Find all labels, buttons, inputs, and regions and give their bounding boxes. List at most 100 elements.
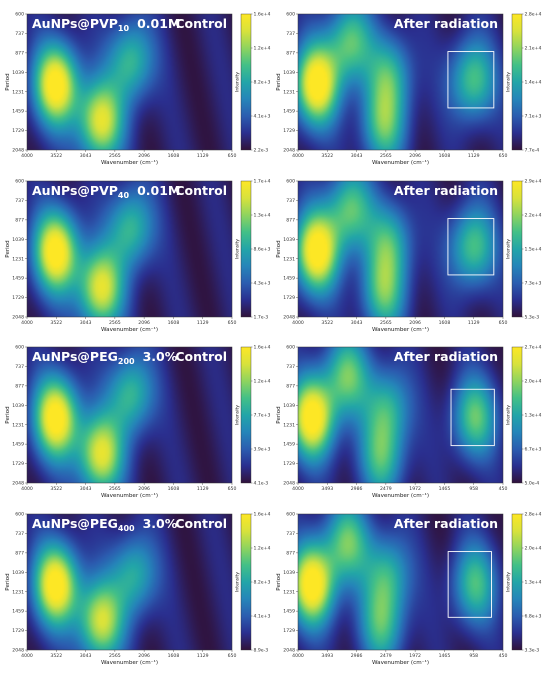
- y-axis-label: Period: [5, 406, 11, 424]
- y-tick-label: 1039: [283, 570, 295, 576]
- x-axis-label: Wavenumber (cm⁻¹): [372, 492, 429, 499]
- colorbar-tick-label: 1.7e+4: [254, 179, 271, 185]
- panel-title-material: AuNPs@PVP40 0.01M: [32, 183, 180, 200]
- y-tick-label: 1039: [283, 70, 295, 76]
- panel-title-condition: Control: [175, 183, 227, 198]
- y-tick-label: 1039: [12, 237, 24, 243]
- colorbar-tick-label: 1.3e+4: [525, 580, 542, 586]
- y-tick-label: 737: [15, 31, 24, 37]
- colorbar-tick-label: 2.8e+4: [525, 512, 542, 518]
- y-tick-label: 600: [286, 512, 295, 518]
- colorbar-tick-label: 1.2e+4: [254, 46, 271, 52]
- panel-title-condition: Control: [175, 516, 227, 531]
- colorbar-tick-label: 8.6e+3: [254, 247, 271, 253]
- x-tick-label: 2479: [380, 653, 392, 659]
- x-tick-label: 1608: [439, 320, 451, 326]
- y-axis-label: Period: [5, 573, 11, 591]
- heatmap-field: [27, 347, 232, 483]
- x-axis-label: Wavenumber (cm⁻¹): [101, 492, 158, 499]
- y-tick-label: 877: [286, 550, 295, 556]
- x-tick-label: 3043: [80, 486, 92, 492]
- y-tick-label: 1231: [283, 256, 295, 262]
- x-tick-label: 2986: [351, 653, 363, 659]
- heatmap-field: [298, 14, 503, 150]
- y-tick-label: 1729: [283, 461, 295, 467]
- x-tick-label: 2096: [138, 653, 150, 659]
- y-tick-label: 600: [15, 345, 24, 351]
- y-tick-label: 600: [286, 179, 295, 185]
- x-tick-label: 1608: [168, 153, 180, 159]
- y-tick-label: 737: [15, 198, 24, 204]
- colorbar-tick-label: 4.1e-3: [254, 481, 269, 487]
- y-tick-label: 1231: [283, 589, 295, 595]
- y-tick-label: 1039: [283, 403, 295, 409]
- y-tick-label: 1039: [12, 70, 24, 76]
- x-tick-label: 3043: [80, 153, 92, 159]
- heatmap-field: [298, 181, 503, 317]
- colorbar-tick-label: 2.1e+4: [525, 46, 542, 52]
- y-tick-label: 737: [286, 198, 295, 204]
- material-subscript: 40: [118, 191, 130, 200]
- colorbar-tick-label: 7.1e+3: [525, 114, 542, 120]
- y-tick-label: 1231: [12, 589, 24, 595]
- colorbar-tick-label: 6.7e+3: [525, 447, 542, 453]
- colorbar: [240, 513, 252, 651]
- colorbar-tick-label: 1.2e+4: [254, 546, 271, 552]
- y-tick-label: 1459: [12, 609, 24, 615]
- y-tick-label: 1729: [283, 128, 295, 134]
- x-tick-label: 3493: [321, 486, 333, 492]
- x-tick-label: 2565: [380, 153, 392, 159]
- y-tick-label: 1729: [12, 128, 24, 134]
- x-tick-label: 958: [469, 486, 478, 492]
- y-tick-label: 1729: [283, 628, 295, 634]
- x-axis-label: Wavenumber (cm⁻¹): [372, 159, 429, 166]
- plot-frame: [297, 13, 504, 151]
- x-tick-label: 4000: [21, 153, 33, 159]
- plot-frame: [297, 180, 504, 318]
- colorbar-label: Intensity: [506, 405, 512, 425]
- plot-frame: [26, 180, 233, 318]
- x-tick-label: 4000: [21, 486, 33, 492]
- x-tick-label: 1608: [168, 486, 180, 492]
- x-tick-label: 3493: [321, 653, 333, 659]
- panel-1: 4000 3522 3043 2565 2096 1608 1129 650 Wavenumbe…: [5, 12, 270, 166]
- y-tick-label: 877: [286, 383, 295, 389]
- y-tick-label: 877: [15, 217, 24, 223]
- x-tick-label: 650: [499, 153, 508, 159]
- x-tick-label: 1972: [409, 653, 421, 659]
- x-tick-label: 450: [499, 486, 508, 492]
- x-axis-label: Wavenumber (cm⁻¹): [101, 159, 158, 166]
- colorbar-label: Intensity: [506, 239, 512, 259]
- x-tick-label: 3043: [351, 320, 363, 326]
- y-tick-label: 2048: [283, 315, 295, 321]
- x-tick-label: 4000: [21, 320, 33, 326]
- colorbar-tick-label: 7.7e-4: [525, 148, 540, 154]
- x-tick-label: 1129: [197, 653, 209, 659]
- x-tick-label: 4000: [292, 486, 304, 492]
- colorbar-tick-label: 7.3e+3: [525, 281, 542, 287]
- y-tick-label: 1729: [12, 295, 24, 301]
- y-tick-label: 737: [286, 531, 295, 537]
- y-tick-label: 877: [15, 50, 24, 56]
- y-tick-label: 1459: [12, 109, 24, 115]
- x-axis-label: Wavenumber (cm⁻¹): [372, 659, 429, 666]
- colorbar-tick-label: 1.6e+4: [254, 512, 271, 518]
- y-tick-label: 877: [286, 50, 295, 56]
- y-axis-label: Period: [276, 240, 282, 258]
- colorbar-tick-label: 1.3e+4: [525, 413, 542, 419]
- y-tick-label: 1039: [12, 570, 24, 576]
- panel-3: 4000 3522 3043 2565 2096 1608 1129 650 Wavenumbe…: [5, 179, 270, 333]
- y-axis-label: Period: [276, 406, 282, 424]
- colorbar-tick-label: 2.0e+4: [525, 546, 542, 552]
- x-tick-label: 1129: [197, 153, 209, 159]
- colorbar-tick-label: 1.5e+4: [525, 247, 542, 253]
- x-tick-label: 2565: [109, 153, 121, 159]
- heatmap-field: [298, 347, 503, 483]
- panel-6: 4000 3493 2986 2479 1972 1465 958 450 Wavenumber…: [276, 345, 541, 499]
- concentration: 0.01M: [137, 183, 180, 198]
- y-tick-label: 2048: [12, 481, 24, 487]
- x-tick-label: 2096: [138, 320, 150, 326]
- y-tick-label: 2048: [283, 148, 295, 154]
- y-tick-label: 2048: [12, 148, 24, 154]
- x-tick-label: 650: [499, 320, 508, 326]
